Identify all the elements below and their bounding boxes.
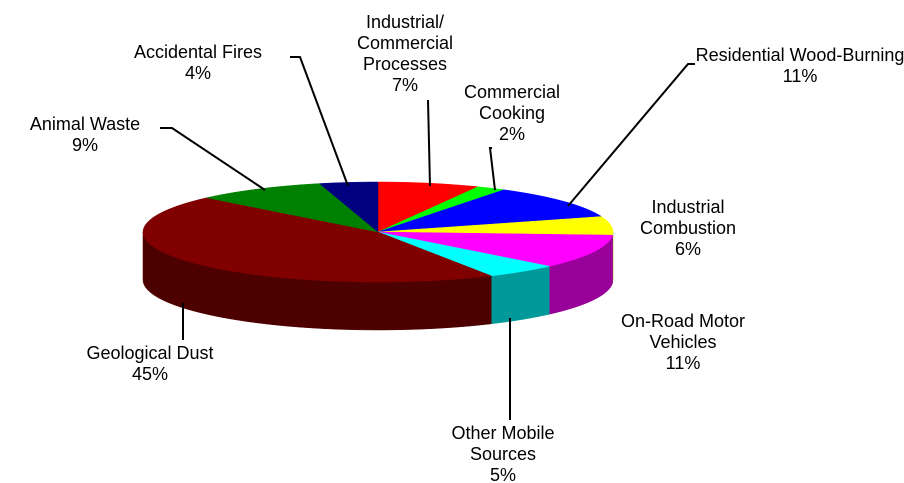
pie-slice (377, 216, 614, 236)
pie-slice (206, 183, 379, 233)
slice-label: Animal Waste 9% (0, 114, 185, 156)
value-label: 11% (665, 353, 701, 373)
value-label: 7% (391, 75, 418, 95)
leader-line (290, 56, 349, 187)
category-label: On-Road Motor Vehicles (620, 311, 746, 352)
value-label: 45% (131, 364, 169, 384)
category-label: Other Mobile Sources (451, 423, 555, 464)
value-label: 11% (782, 66, 818, 86)
pie-slice (377, 231, 613, 267)
slice-label: Commercial Cooking 2% (442, 82, 582, 145)
pie-slice (318, 181, 379, 233)
value-label: 9% (71, 135, 98, 155)
slice-label: Accidental Fires 4% (98, 42, 298, 84)
slice-label: Industrial Combustion 6% (618, 197, 758, 260)
leader-lines (160, 56, 695, 420)
category-label: Industrial Combustion (639, 197, 737, 238)
pie-slice (377, 231, 550, 277)
pie-slice (377, 189, 603, 233)
slice-label: Other Mobile Sources 5% (423, 423, 583, 483)
category-label: Residential Wood-Burning (695, 45, 904, 65)
leader-line (427, 99, 431, 187)
leader-line (160, 127, 266, 191)
value-label: 5% (489, 465, 516, 483)
value-label: 2% (498, 124, 525, 144)
leader-line (567, 63, 695, 207)
slice-label: On-Road Motor Vehicles 11% (596, 311, 771, 374)
category-label: Accidental Fires (133, 42, 263, 62)
pie-slice (377, 186, 504, 233)
category-label: Geological Dust (86, 343, 214, 363)
leader-line (488, 147, 496, 191)
value-label: 6% (674, 239, 701, 259)
slice-label: Industrial/ Commercial Processes 7% (343, 12, 468, 96)
category-label: Commercial Cooking (463, 82, 560, 123)
slice-label: Residential Wood-Burning 11% (690, 45, 904, 87)
value-label: 4% (184, 63, 211, 83)
pie-slice (142, 197, 492, 283)
category-label: Animal Waste (29, 114, 141, 134)
slice-label: Geological Dust 45% (50, 343, 250, 385)
category-label: Industrial/ Commercial Processes (356, 12, 453, 74)
